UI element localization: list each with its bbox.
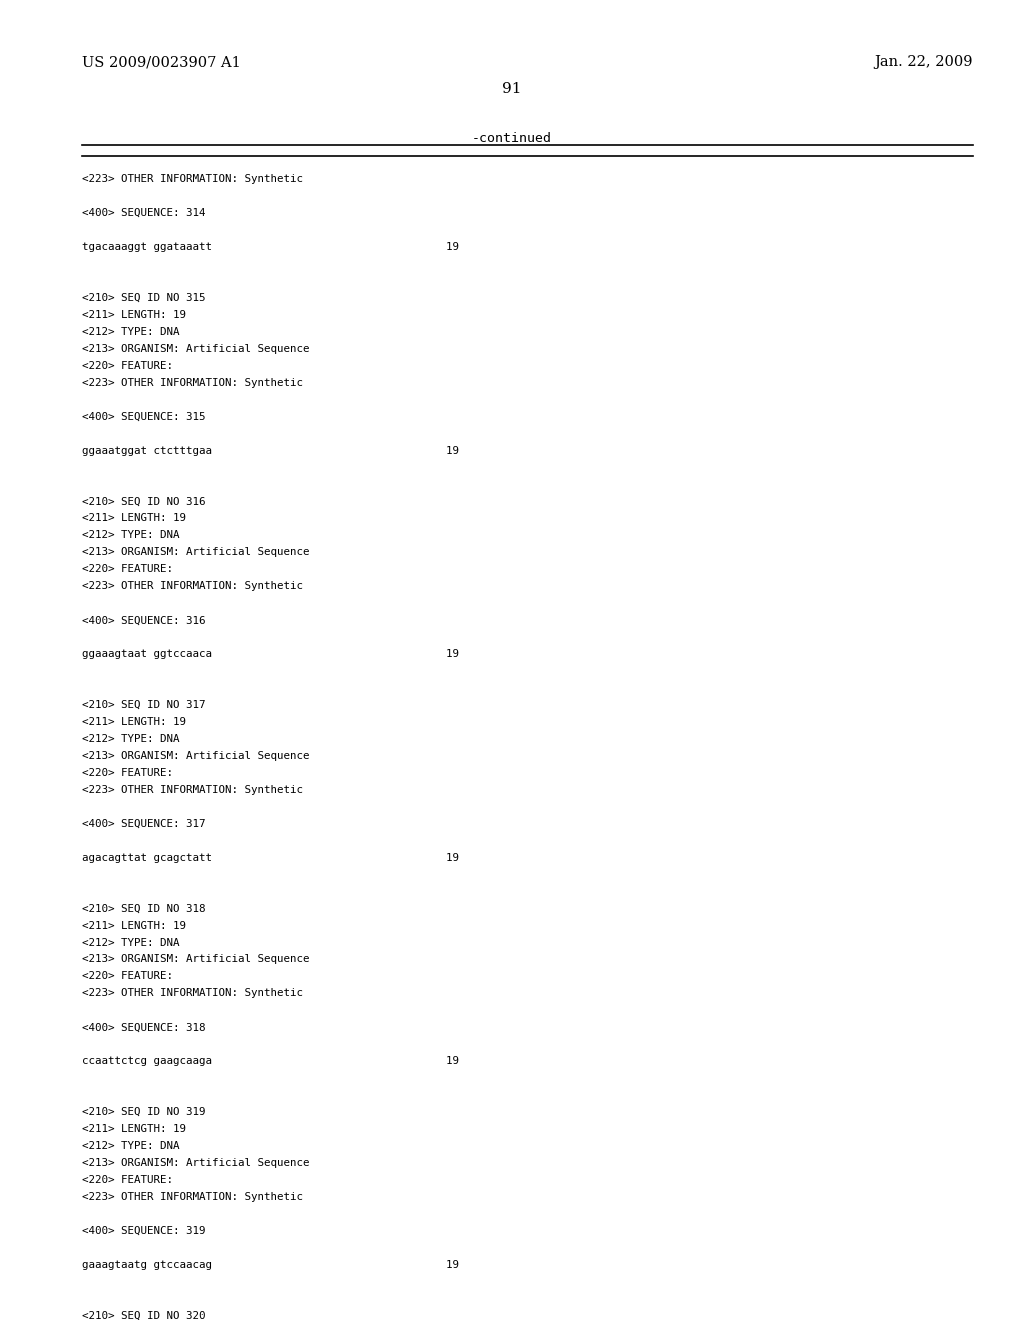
Text: US 2009/0023907 A1: US 2009/0023907 A1 [82,55,241,70]
Text: <223> OTHER INFORMATION: Synthetic: <223> OTHER INFORMATION: Synthetic [82,785,303,795]
Text: <211> LENGTH: 19: <211> LENGTH: 19 [82,310,186,319]
Text: gaaagtaatg gtccaacag                                    19: gaaagtaatg gtccaacag 19 [82,1259,459,1270]
Text: <220> FEATURE:: <220> FEATURE: [82,768,173,777]
Text: tgacaaaggt ggataaatt                                    19: tgacaaaggt ggataaatt 19 [82,242,459,252]
Text: -continued: -continued [472,132,552,145]
Text: <212> TYPE: DNA: <212> TYPE: DNA [82,531,179,540]
Text: <210> SEQ ID NO 318: <210> SEQ ID NO 318 [82,904,206,913]
Text: <400> SEQUENCE: 314: <400> SEQUENCE: 314 [82,209,206,218]
Text: <223> OTHER INFORMATION: Synthetic: <223> OTHER INFORMATION: Synthetic [82,378,303,388]
Text: <220> FEATURE:: <220> FEATURE: [82,1175,173,1185]
Text: <400> SEQUENCE: 319: <400> SEQUENCE: 319 [82,1226,206,1236]
Text: <212> TYPE: DNA: <212> TYPE: DNA [82,327,179,337]
Text: <210> SEQ ID NO 319: <210> SEQ ID NO 319 [82,1107,206,1117]
Text: <213> ORGANISM: Artificial Sequence: <213> ORGANISM: Artificial Sequence [82,343,309,354]
Text: 91: 91 [502,82,522,96]
Text: <220> FEATURE:: <220> FEATURE: [82,360,173,371]
Text: <211> LENGTH: 19: <211> LENGTH: 19 [82,1125,186,1134]
Text: <223> OTHER INFORMATION: Synthetic: <223> OTHER INFORMATION: Synthetic [82,1192,303,1203]
Text: <400> SEQUENCE: 316: <400> SEQUENCE: 316 [82,615,206,626]
Text: <212> TYPE: DNA: <212> TYPE: DNA [82,1140,179,1151]
Text: <400> SEQUENCE: 317: <400> SEQUENCE: 317 [82,818,206,829]
Text: <213> ORGANISM: Artificial Sequence: <213> ORGANISM: Artificial Sequence [82,751,309,760]
Text: <212> TYPE: DNA: <212> TYPE: DNA [82,937,179,948]
Text: ccaattctcg gaagcaaga                                    19: ccaattctcg gaagcaaga 19 [82,1056,459,1067]
Text: <223> OTHER INFORMATION: Synthetic: <223> OTHER INFORMATION: Synthetic [82,581,303,591]
Text: <211> LENGTH: 19: <211> LENGTH: 19 [82,920,186,931]
Text: <223> OTHER INFORMATION: Synthetic: <223> OTHER INFORMATION: Synthetic [82,174,303,185]
Text: <210> SEQ ID NO 315: <210> SEQ ID NO 315 [82,293,206,304]
Text: <213> ORGANISM: Artificial Sequence: <213> ORGANISM: Artificial Sequence [82,1158,309,1168]
Text: ggaaatggat ctctttgaa                                    19: ggaaatggat ctctttgaa 19 [82,446,459,455]
Text: <210> SEQ ID NO 317: <210> SEQ ID NO 317 [82,700,206,710]
Text: ggaaagtaat ggtccaaca                                    19: ggaaagtaat ggtccaaca 19 [82,649,459,659]
Text: agacagttat gcagctatt                                    19: agacagttat gcagctatt 19 [82,853,459,863]
Text: <212> TYPE: DNA: <212> TYPE: DNA [82,734,179,744]
Text: <400> SEQUENCE: 315: <400> SEQUENCE: 315 [82,412,206,421]
Text: Jan. 22, 2009: Jan. 22, 2009 [874,55,973,70]
Text: <220> FEATURE:: <220> FEATURE: [82,972,173,982]
Text: <213> ORGANISM: Artificial Sequence: <213> ORGANISM: Artificial Sequence [82,954,309,965]
Text: <213> ORGANISM: Artificial Sequence: <213> ORGANISM: Artificial Sequence [82,548,309,557]
Text: <210> SEQ ID NO 316: <210> SEQ ID NO 316 [82,496,206,507]
Text: <210> SEQ ID NO 320: <210> SEQ ID NO 320 [82,1311,206,1320]
Text: <400> SEQUENCE: 318: <400> SEQUENCE: 318 [82,1023,206,1032]
Text: <223> OTHER INFORMATION: Synthetic: <223> OTHER INFORMATION: Synthetic [82,989,303,998]
Text: <220> FEATURE:: <220> FEATURE: [82,565,173,574]
Text: <211> LENGTH: 19: <211> LENGTH: 19 [82,717,186,727]
Text: <211> LENGTH: 19: <211> LENGTH: 19 [82,513,186,524]
